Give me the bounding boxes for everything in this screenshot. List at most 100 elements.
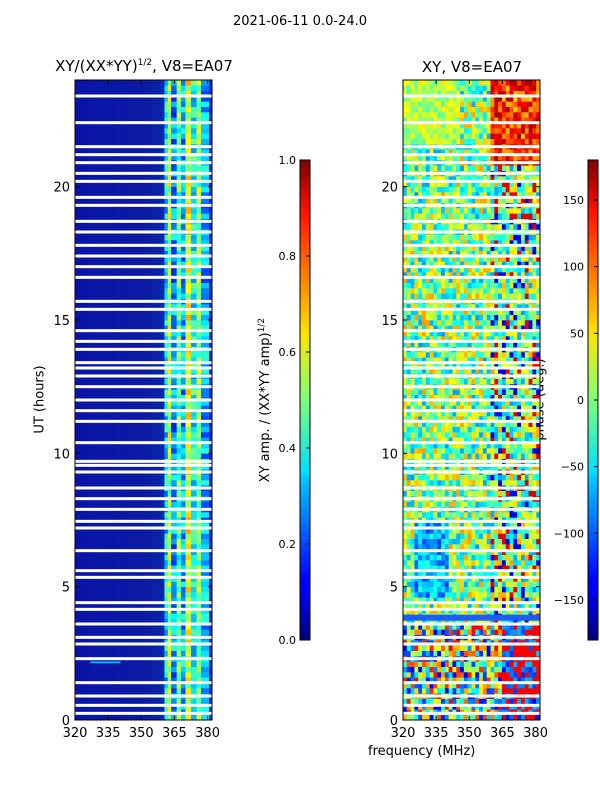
amp-cell — [191, 421, 197, 427]
phase-cell — [509, 208, 514, 214]
phase-cell — [528, 357, 533, 363]
phase-cell — [403, 341, 408, 347]
amp-cell — [176, 714, 182, 721]
phase-cell — [452, 282, 457, 289]
phase-cell — [532, 560, 537, 566]
amp-cell — [181, 213, 186, 219]
phase-cell — [532, 432, 537, 438]
phase-cell — [501, 538, 507, 545]
phase-cell — [444, 341, 449, 347]
amp-cell — [176, 618, 182, 625]
phase-cell — [460, 213, 465, 219]
amp-cell — [191, 245, 197, 251]
phase-cell — [490, 154, 495, 161]
phase-cell — [463, 714, 468, 721]
amp-cell — [191, 650, 197, 657]
phase-cell — [528, 426, 533, 433]
phase-cell — [513, 618, 518, 625]
phase-cell — [425, 437, 430, 443]
amp-cell — [196, 282, 202, 289]
phase-cell — [456, 565, 461, 571]
phase-cell — [448, 176, 453, 182]
amp-cell — [191, 330, 197, 337]
phase-cell — [505, 453, 510, 459]
phase-cell — [532, 394, 537, 401]
phase-cell — [498, 352, 503, 358]
phase-cell — [524, 677, 529, 683]
phase-cell — [441, 661, 446, 667]
amp-cell — [164, 714, 169, 721]
phase-cell — [467, 208, 472, 214]
phase-cell — [406, 250, 411, 257]
phase-cell — [403, 448, 408, 454]
phase-cell — [444, 362, 449, 369]
amp-cell — [185, 597, 192, 603]
phase-cell — [410, 624, 415, 630]
phase-cell — [429, 272, 434, 278]
phase-cell — [536, 416, 541, 422]
phase-cell — [433, 432, 438, 438]
phase-cell — [536, 592, 541, 598]
phase-cell — [505, 314, 510, 321]
phase-cell — [479, 272, 484, 278]
phase-cell — [463, 293, 468, 299]
phase-cell — [422, 256, 427, 262]
phase-cell — [444, 389, 449, 395]
phase-cell — [490, 234, 495, 241]
amp-cell — [176, 224, 182, 230]
amp-cell — [176, 378, 182, 385]
phase-cell — [444, 304, 449, 310]
phase-cell — [463, 352, 468, 358]
amp-cell — [191, 80, 197, 86]
amp-cell — [176, 101, 182, 107]
phase-cell — [448, 565, 453, 571]
phase-cell — [418, 432, 423, 438]
amp-cell — [164, 149, 169, 155]
phase-cell — [498, 714, 503, 721]
phase-cell — [520, 592, 526, 598]
phase-cell — [418, 538, 423, 545]
phase-cell — [425, 474, 430, 481]
phase-cell — [422, 154, 427, 161]
amp-cell — [164, 666, 169, 673]
phase-cell — [528, 490, 533, 497]
phase-cell — [403, 330, 408, 337]
phase-cell — [513, 698, 518, 705]
phase-cell — [520, 602, 526, 609]
phase-cell — [486, 282, 491, 289]
phase-cell — [403, 672, 408, 678]
amp-cell — [171, 325, 177, 331]
phase-cell — [471, 490, 476, 497]
amp-cell — [164, 266, 169, 273]
amp-cell — [176, 245, 182, 251]
phase-cell — [463, 277, 468, 283]
amp-cell — [167, 677, 172, 683]
phase-cell — [517, 570, 522, 577]
amp-cell — [185, 592, 192, 598]
phase-cell — [528, 368, 533, 374]
amp-cell — [185, 378, 192, 385]
phase-cell — [494, 405, 499, 411]
amp-cell — [176, 314, 182, 321]
phase-cell — [524, 352, 529, 358]
phase-cell — [532, 528, 537, 534]
phase-cell — [536, 186, 541, 193]
phase-cell — [520, 165, 526, 171]
phase-cell — [520, 394, 526, 401]
phase-cell — [471, 629, 476, 635]
phase-cell — [452, 213, 457, 219]
phase-cell — [433, 277, 438, 283]
amp-cell — [181, 565, 186, 571]
phase-cell — [414, 688, 419, 694]
phase-cell — [520, 341, 526, 347]
phase-cell — [441, 304, 446, 310]
phase-cell — [498, 208, 503, 214]
amp-cell — [185, 293, 192, 299]
phase-cell — [528, 277, 533, 283]
amp-cell — [185, 90, 192, 97]
phase-cell — [422, 304, 427, 310]
phase-cell — [486, 256, 491, 262]
phase-cell — [437, 330, 442, 337]
phase-cell — [429, 266, 434, 273]
phase-cell — [425, 672, 430, 678]
